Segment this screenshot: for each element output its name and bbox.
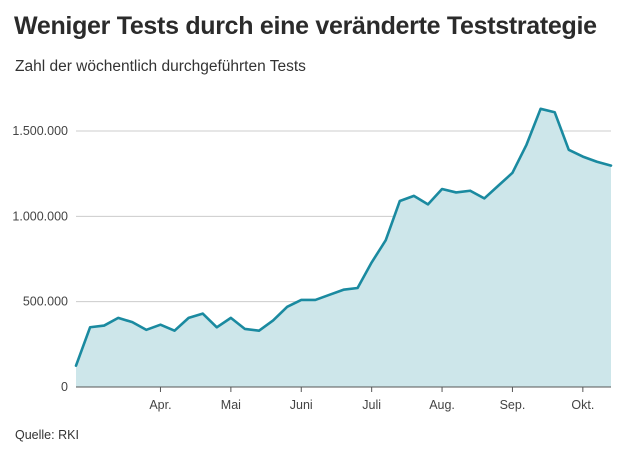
source-note: Quelle: RKI — [15, 428, 79, 442]
area-fill — [76, 108, 611, 387]
y-tick-label: 0 — [61, 380, 68, 394]
axes — [76, 386, 611, 392]
x-tick-label: Aug. — [429, 398, 455, 412]
y-tick-label: 1.000.000 — [12, 209, 68, 223]
chart-subtitle: Zahl der wöchentlich durchgeführten Test… — [15, 58, 306, 75]
tick-labels: 0 500.000 1.000.000 1.500.000 Apr. Mai Juni Jul… — [12, 124, 594, 412]
series-line — [74, 107, 613, 367]
x-tick-label: Okt. — [571, 398, 594, 412]
x-tick-label: Juli — [362, 398, 381, 412]
y-tick-label: 500.000 — [23, 295, 68, 309]
chart-title: Weniger Tests durch eine veränderte Test… — [14, 12, 597, 40]
x-tick-label: Apr. — [149, 398, 171, 412]
x-tick-label: Juni — [290, 398, 313, 412]
y-tick-label: 1.500.000 — [12, 124, 68, 138]
x-tick-label: Mai — [221, 398, 241, 412]
series-line-path — [74, 107, 613, 367]
area-shape — [76, 108, 611, 387]
x-tick-label: Sep. — [500, 398, 526, 412]
